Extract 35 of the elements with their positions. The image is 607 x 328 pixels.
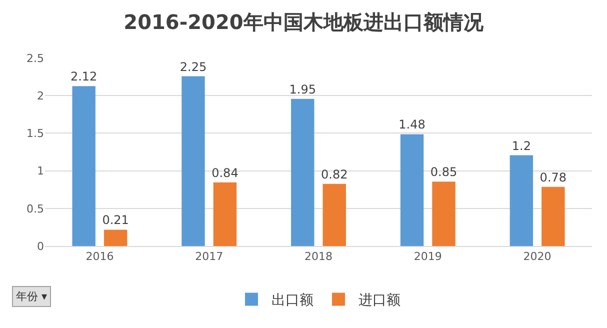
y-tick-label: 2 bbox=[37, 89, 44, 102]
bar bbox=[322, 184, 346, 246]
y-tick-label: 1 bbox=[37, 164, 44, 178]
y-tick-label: 1.5 bbox=[26, 127, 44, 140]
data-label: 0.21 bbox=[102, 213, 129, 228]
data-label: 0.84 bbox=[212, 166, 238, 180]
legend-label: 出口额 bbox=[272, 292, 314, 309]
y-tick-label: 2.5 bbox=[26, 52, 44, 65]
data-label: 1.48 bbox=[398, 118, 426, 132]
bar bbox=[291, 98, 314, 246]
chart-title: 2016-2020年中国木地板进出口额情况 bbox=[124, 10, 484, 34]
text: 年份 ▾ bbox=[16, 290, 48, 303]
data-label: 1.95 bbox=[289, 82, 316, 96]
bar bbox=[213, 182, 237, 246]
legend-label: 进口额 bbox=[358, 292, 400, 309]
bar bbox=[104, 230, 128, 246]
data-label: 0.85 bbox=[430, 165, 458, 180]
x-tick-label: 2019 bbox=[414, 250, 442, 264]
data-label: 2.25 bbox=[180, 60, 207, 74]
bar bbox=[432, 182, 456, 246]
data-label: 0.78 bbox=[540, 170, 567, 184]
bar bbox=[400, 134, 424, 246]
data-label: 0.82 bbox=[321, 167, 348, 182]
x-tick-label: 2016 bbox=[86, 250, 114, 264]
x-tick-label: 2017 bbox=[195, 250, 224, 264]
bar bbox=[182, 76, 205, 246]
bar bbox=[542, 186, 565, 246]
y-tick-label: 0 bbox=[37, 240, 44, 253]
bar bbox=[510, 155, 534, 246]
x-tick-label: 2018 bbox=[304, 250, 332, 264]
y-tick-label: 0.5 bbox=[26, 202, 44, 216]
data-label: 2.12 bbox=[70, 70, 98, 84]
bar bbox=[72, 86, 96, 246]
x-tick-label: 2020 bbox=[523, 250, 552, 264]
data-label: 1.2 bbox=[512, 138, 531, 153]
